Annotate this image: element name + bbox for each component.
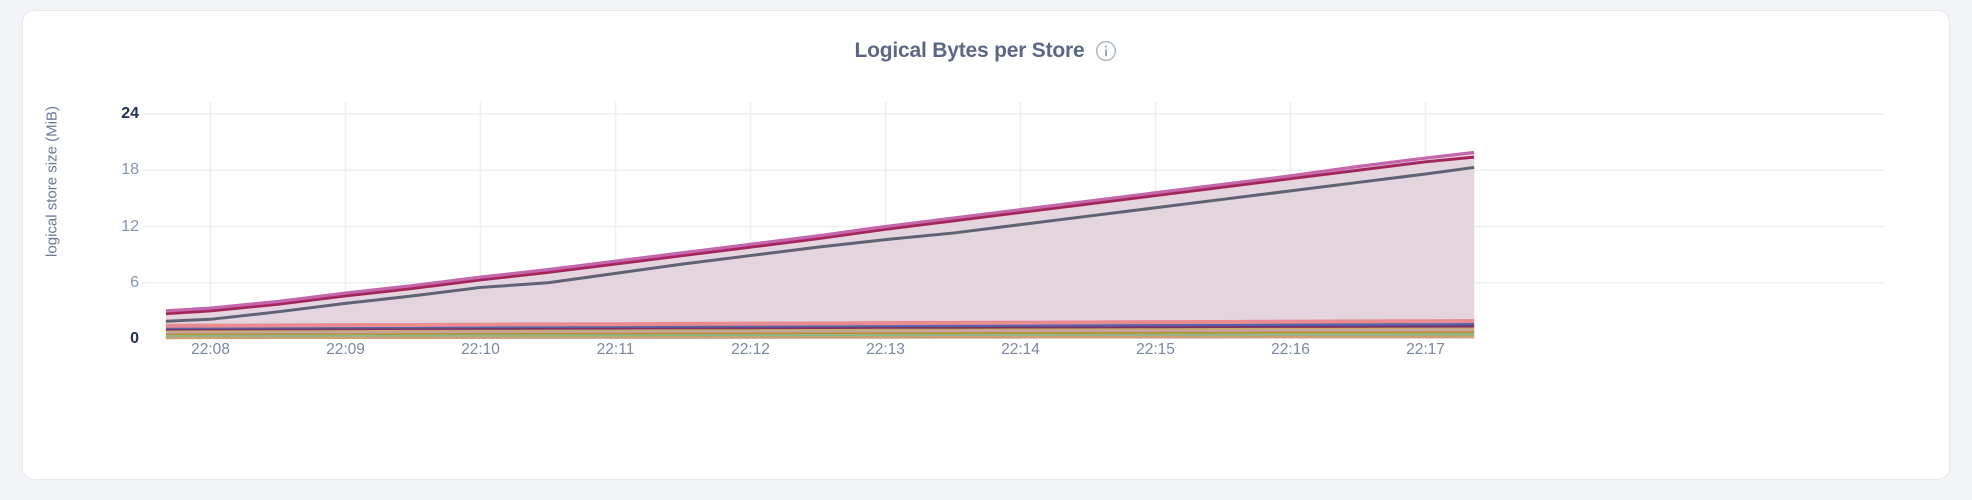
x-axis-tick-label: 22:15 xyxy=(1136,341,1175,358)
x-axis-tick-label: 22:09 xyxy=(326,341,365,358)
x-axis-tick-label: 22:12 xyxy=(731,341,770,358)
x-axis-tick-label: 22:11 xyxy=(596,341,635,358)
series-line[interactable] xyxy=(165,150,1475,313)
y-axis-tick-label: 18 xyxy=(121,161,139,179)
y-axis-tick-label: 0 xyxy=(130,330,139,347)
y-axis-ticks: 24 18 12 6 0 xyxy=(23,11,139,481)
y-axis-tick-label: 24 xyxy=(121,105,139,122)
x-axis-tick-label: 22:14 xyxy=(1001,341,1040,358)
info-icon[interactable] xyxy=(1095,40,1117,62)
y-axis-tick-label: 12 xyxy=(121,217,139,235)
chart-card: Logical Bytes per Store logical store si… xyxy=(22,10,1950,480)
chart-plot xyxy=(143,102,1885,340)
x-axis-tick-label: 22:10 xyxy=(461,341,500,358)
plot-area: logical store size (MiB) 24 18 12 6 0 22:08 2… xyxy=(23,11,1951,481)
y-axis-tick-label: 6 xyxy=(130,273,139,291)
x-axis-tick-label: 22:17 xyxy=(1406,341,1445,358)
series-line[interactable] xyxy=(165,155,1475,316)
series-line[interactable] xyxy=(165,165,1475,323)
x-axis-tick-label: 22:16 xyxy=(1271,341,1310,358)
series-line[interactable] xyxy=(165,319,1475,328)
x-axis-tick-label: 22:08 xyxy=(191,341,230,358)
chart-header: Logical Bytes per Store xyxy=(23,39,1949,63)
x-axis-tick-label: 22:13 xyxy=(866,341,905,358)
page-title: Logical Bytes per Store xyxy=(854,39,1085,62)
